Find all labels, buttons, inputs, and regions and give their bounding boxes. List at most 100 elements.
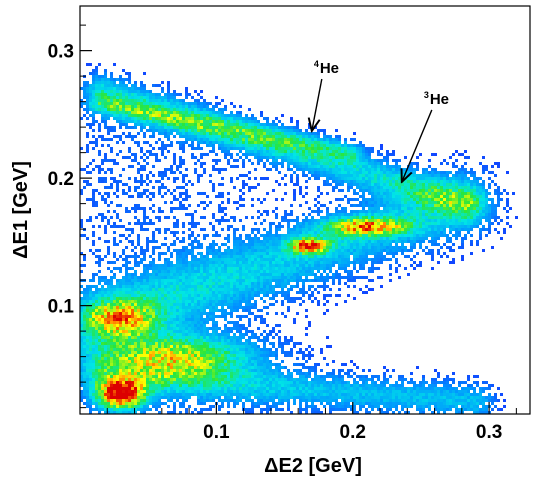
heatmap-cell [215, 231, 218, 234]
heatmap-cell [203, 285, 206, 288]
heatmap-cell [269, 270, 272, 273]
heatmap-cell [209, 387, 212, 390]
heatmap-cell [119, 135, 122, 138]
heatmap-cell [170, 297, 173, 300]
heatmap-cell [143, 141, 146, 144]
heatmap-cell [104, 339, 107, 342]
heatmap-cell [83, 372, 86, 375]
heatmap-cell [188, 306, 191, 309]
heatmap-cell [140, 336, 143, 339]
heatmap-cell [251, 267, 254, 270]
heatmap-cell [206, 135, 209, 138]
heatmap-cell [146, 102, 149, 105]
heatmap-cell [227, 375, 230, 378]
heatmap-cell [158, 111, 161, 114]
heatmap-cell [212, 363, 215, 366]
heatmap-cell [233, 309, 236, 312]
heatmap-cell [194, 390, 197, 393]
heatmap-cell [227, 201, 230, 204]
heatmap-cell [167, 411, 170, 414]
heatmap-cell [203, 327, 206, 330]
heatmap-cell [218, 114, 221, 117]
heatmap-cell [218, 315, 221, 318]
heatmap-cell [137, 192, 140, 195]
heatmap-cell [194, 318, 197, 321]
heatmap-cell [248, 375, 251, 378]
heatmap-cell [161, 171, 164, 174]
heatmap-cell [248, 285, 251, 288]
heatmap-cell [122, 324, 125, 327]
heatmap-cell [263, 402, 266, 405]
heatmap-cell [146, 243, 149, 246]
heatmap-cell [116, 399, 119, 402]
heatmap-cell [152, 132, 155, 135]
heatmap-cell [98, 297, 101, 300]
heatmap-cell [164, 111, 167, 114]
heatmap-cell [170, 339, 173, 342]
heatmap-cell [278, 243, 281, 246]
heatmap-cell [86, 300, 89, 303]
heatmap-cell [170, 411, 173, 414]
heatmap-cell [143, 351, 146, 354]
heatmap-cell [116, 345, 119, 348]
heatmap-cell [89, 375, 92, 378]
heatmap-cell [212, 243, 215, 246]
heatmap-cell [197, 180, 200, 183]
heatmap-cell [101, 159, 104, 162]
heatmap-cell [227, 291, 230, 294]
heatmap-cell [131, 114, 134, 117]
heatmap-cell [248, 300, 251, 303]
heatmap-cell [143, 399, 146, 402]
heatmap-cell [233, 126, 236, 129]
heatmap-cell [113, 393, 116, 396]
heatmap-cell [260, 135, 263, 138]
heatmap-cell [242, 390, 245, 393]
heatmap-cell [140, 399, 143, 402]
heatmap-cell [266, 159, 269, 162]
heatmap-cell [197, 315, 200, 318]
heatmap-cell [128, 336, 131, 339]
heatmap-cell [212, 246, 215, 249]
heatmap-cell [113, 354, 116, 357]
heatmap-cell [227, 312, 230, 315]
heatmap-cell [113, 192, 116, 195]
heatmap-cell [242, 249, 245, 252]
heatmap-cell [179, 360, 182, 363]
heatmap-cell [188, 138, 191, 141]
heatmap-cell [143, 180, 146, 183]
heatmap-cell [98, 408, 101, 411]
heatmap-cell [230, 339, 233, 342]
heatmap-cell [239, 396, 242, 399]
heatmap-cell [155, 345, 158, 348]
heatmap-cell [206, 291, 209, 294]
heatmap-cell [266, 153, 269, 156]
heatmap-cell [131, 267, 134, 270]
heatmap-cell [209, 375, 212, 378]
heatmap-cell [251, 336, 254, 339]
heatmap-cell [176, 117, 179, 120]
heatmap-cell [191, 105, 194, 108]
heatmap-cell [86, 369, 89, 372]
heatmap-cell [206, 111, 209, 114]
heatmap-cell [152, 108, 155, 111]
heatmap-cell [125, 111, 128, 114]
heatmap-cell [176, 315, 179, 318]
heatmap-cell [98, 306, 101, 309]
heatmap-cell [86, 87, 89, 90]
heatmap-cell [155, 270, 158, 273]
heatmap-cell [95, 318, 98, 321]
heatmap-cell [203, 126, 206, 129]
heatmap-cell [128, 312, 131, 315]
heatmap-cell [86, 81, 89, 84]
heatmap-cell [140, 366, 143, 369]
heatmap-cell [254, 234, 257, 237]
heatmap-cell [131, 342, 134, 345]
heatmap-cell [194, 279, 197, 282]
heatmap-cell [176, 288, 179, 291]
heatmap-cell [206, 270, 209, 273]
heatmap-cell [116, 117, 119, 120]
heatmap-cell [251, 366, 254, 369]
heatmap-cell [269, 258, 272, 261]
heatmap-cell [260, 279, 263, 282]
heatmap-cell [161, 393, 164, 396]
